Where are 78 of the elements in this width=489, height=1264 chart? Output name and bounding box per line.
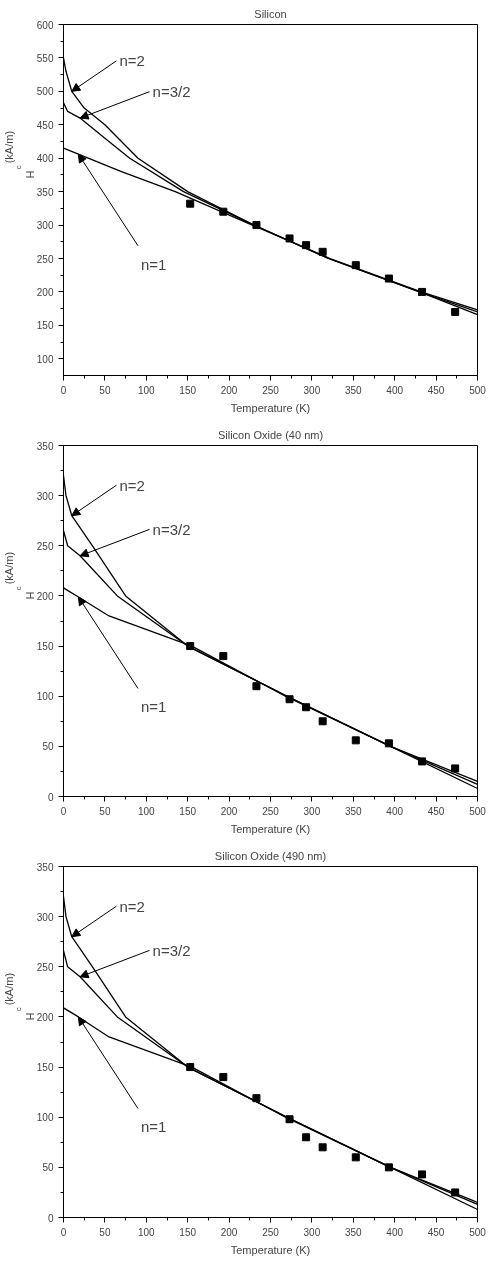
x-tick-label: 250 — [262, 384, 280, 396]
y-tick-label: 400 — [36, 153, 54, 165]
x-tick-label: 350 — [344, 805, 363, 817]
x-tick-label: 500 — [469, 384, 487, 396]
annotation: n=2 — [119, 476, 145, 494]
x-tick-label: 400 — [386, 1226, 404, 1238]
x-tick-label: 50 — [99, 1226, 111, 1238]
y-tick-label: 250 — [36, 253, 54, 265]
y-tick-label: 350 — [36, 861, 54, 873]
y-tick-label: 150 — [36, 320, 54, 332]
x-tick-label: 100 — [137, 384, 156, 396]
x-tick-label: 50 — [99, 805, 111, 817]
annotation: n=1 — [140, 1118, 167, 1136]
x-tick-label: 450 — [427, 384, 445, 396]
y-tick-label: 100 — [36, 353, 54, 365]
y-tick-label: 500 — [36, 86, 54, 98]
x-tick-label: 100 — [137, 805, 156, 817]
x-tick-label: 0 — [60, 384, 67, 396]
y-tick-label: 450 — [36, 119, 54, 131]
y-tick-label: 300 — [36, 220, 54, 232]
x-tick-label: 300 — [303, 384, 321, 396]
annotation: n=3/2 — [152, 941, 191, 959]
x-tick-label: 250 — [262, 805, 280, 817]
y-tick-label: 200 — [36, 1011, 54, 1023]
x-tick-label: 150 — [179, 1226, 197, 1238]
x-tick-label: 450 — [427, 1226, 445, 1238]
x-tick-label: 200 — [220, 384, 238, 396]
y-tick-label: 0 — [47, 791, 54, 803]
y-tick-label: 0 — [47, 1212, 54, 1224]
x-tick-label: 0 — [60, 1226, 67, 1238]
x-tick-label: 450 — [427, 805, 445, 817]
y-axis-title: Hc(kA/m) — [2, 130, 36, 179]
y-tick-label: 350 — [36, 440, 54, 452]
y-tick-label: 100 — [36, 1112, 54, 1124]
y-tick-label: 350 — [36, 186, 54, 198]
y-tick-label: 600 — [36, 19, 54, 31]
y-tick-label: 300 — [36, 911, 54, 923]
annotation: n=2 — [119, 897, 145, 915]
y-tick-label: 300 — [36, 490, 54, 502]
annotation: n=1 — [140, 698, 167, 716]
x-tick-label: 200 — [220, 805, 238, 817]
x-tick-label: 200 — [220, 1226, 238, 1238]
x-axis-title: Temperature (K) — [230, 401, 311, 414]
annotation: n=2 — [119, 52, 145, 70]
y-axis-title: Hc(kA/m) — [2, 972, 36, 1021]
x-tick-label: 250 — [262, 1226, 280, 1238]
x-axis-title: Temperature (K) — [230, 1243, 311, 1256]
chart-title: Silicon Oxide (40 nm) — [217, 428, 324, 441]
x-tick-label: 300 — [303, 805, 321, 817]
x-tick-label: 350 — [344, 1226, 363, 1238]
y-tick-label: 50 — [42, 1162, 54, 1174]
y-tick-label: 150 — [36, 641, 54, 653]
x-tick-label: 400 — [386, 384, 404, 396]
annotation: n=3/2 — [152, 520, 191, 538]
x-tick-label: 300 — [303, 1226, 321, 1238]
y-tick-label: 50 — [42, 741, 54, 753]
chart-title: Silicon Oxide (490 nm) — [214, 849, 327, 862]
x-tick-label: 500 — [469, 805, 487, 817]
y-tick-label: 200 — [36, 590, 54, 602]
annotation: n=1 — [140, 255, 167, 273]
x-axis-title: Temperature (K) — [230, 822, 311, 835]
y-tick-label: 250 — [36, 961, 54, 973]
x-tick-label: 350 — [344, 384, 363, 396]
y-tick-label: 550 — [36, 52, 54, 64]
x-tick-label: 150 — [179, 384, 197, 396]
annotation: n=3/2 — [152, 83, 191, 101]
chart-title: Silicon — [254, 7, 287, 20]
x-tick-label: 100 — [137, 1226, 156, 1238]
x-tick-label: 150 — [179, 805, 197, 817]
y-tick-label: 200 — [36, 286, 54, 298]
x-tick-label: 50 — [99, 384, 111, 396]
y-tick-label: 250 — [36, 540, 54, 552]
x-tick-label: 400 — [386, 805, 404, 817]
y-tick-label: 100 — [36, 691, 54, 703]
y-axis-title: Hc(kA/m) — [2, 551, 36, 600]
x-tick-label: 0 — [60, 805, 67, 817]
x-tick-label: 500 — [469, 1226, 487, 1238]
y-tick-label: 150 — [36, 1062, 54, 1074]
